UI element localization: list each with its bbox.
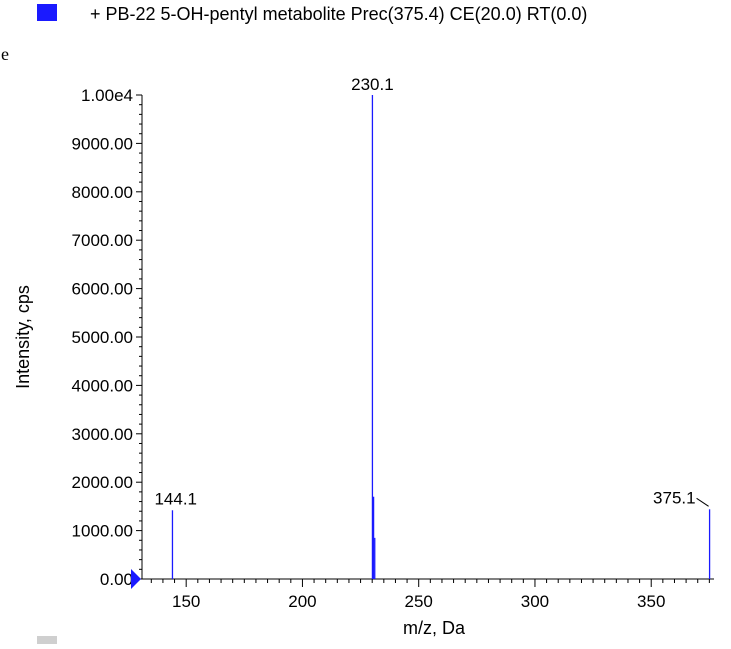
x-axis-ticks: 150 200 250 300 350 <box>150 579 710 611</box>
second-legend-swatch <box>37 636 57 644</box>
peak-label: 375.1 <box>653 488 696 507</box>
x-axis-title: m/z, Da <box>403 618 466 638</box>
origin-marker-icon <box>131 569 141 589</box>
y-axis-title: Intensity, cps <box>13 285 33 389</box>
peak-label: 144.1 <box>154 489 197 508</box>
y-tick-label: 7000.00 <box>72 231 133 250</box>
peak-labels: 144.1 230.1 375.1 <box>154 75 709 508</box>
y-tick-label: 1000.00 <box>72 522 133 541</box>
legend-swatch <box>37 4 57 21</box>
legend-label: + PB-22 5-OH-pentyl metabolite Prec(375.… <box>90 4 587 24</box>
x-tick-label: 200 <box>288 592 316 611</box>
y-axis-ticks: 0.00 1000.00 2000.00 3000.00 4000.00 5000.00 6… <box>72 86 142 589</box>
y-tick-label: 5000.00 <box>72 328 133 347</box>
y-tick-label: 1.00e4 <box>81 86 133 105</box>
x-tick-label: 250 <box>405 592 433 611</box>
y-tick-label: 0.00 <box>100 570 133 589</box>
peak-label: 230.1 <box>351 75 394 94</box>
y-tick-label: 2000.00 <box>72 473 133 492</box>
clipped-glyph: e <box>1 44 9 64</box>
y-tick-label: 6000.00 <box>72 280 133 299</box>
y-tick-label: 3000.00 <box>72 425 133 444</box>
y-tick-label: 8000.00 <box>72 183 133 202</box>
y-tick-label: 4000.00 <box>72 376 133 395</box>
spectrum-peaks <box>171 95 711 579</box>
x-tick-label: 350 <box>637 592 665 611</box>
peak-label-leader <box>696 497 709 507</box>
x-tick-label: 300 <box>521 592 549 611</box>
y-tick-label: 9000.00 <box>72 134 133 153</box>
x-tick-label: 150 <box>172 592 200 611</box>
